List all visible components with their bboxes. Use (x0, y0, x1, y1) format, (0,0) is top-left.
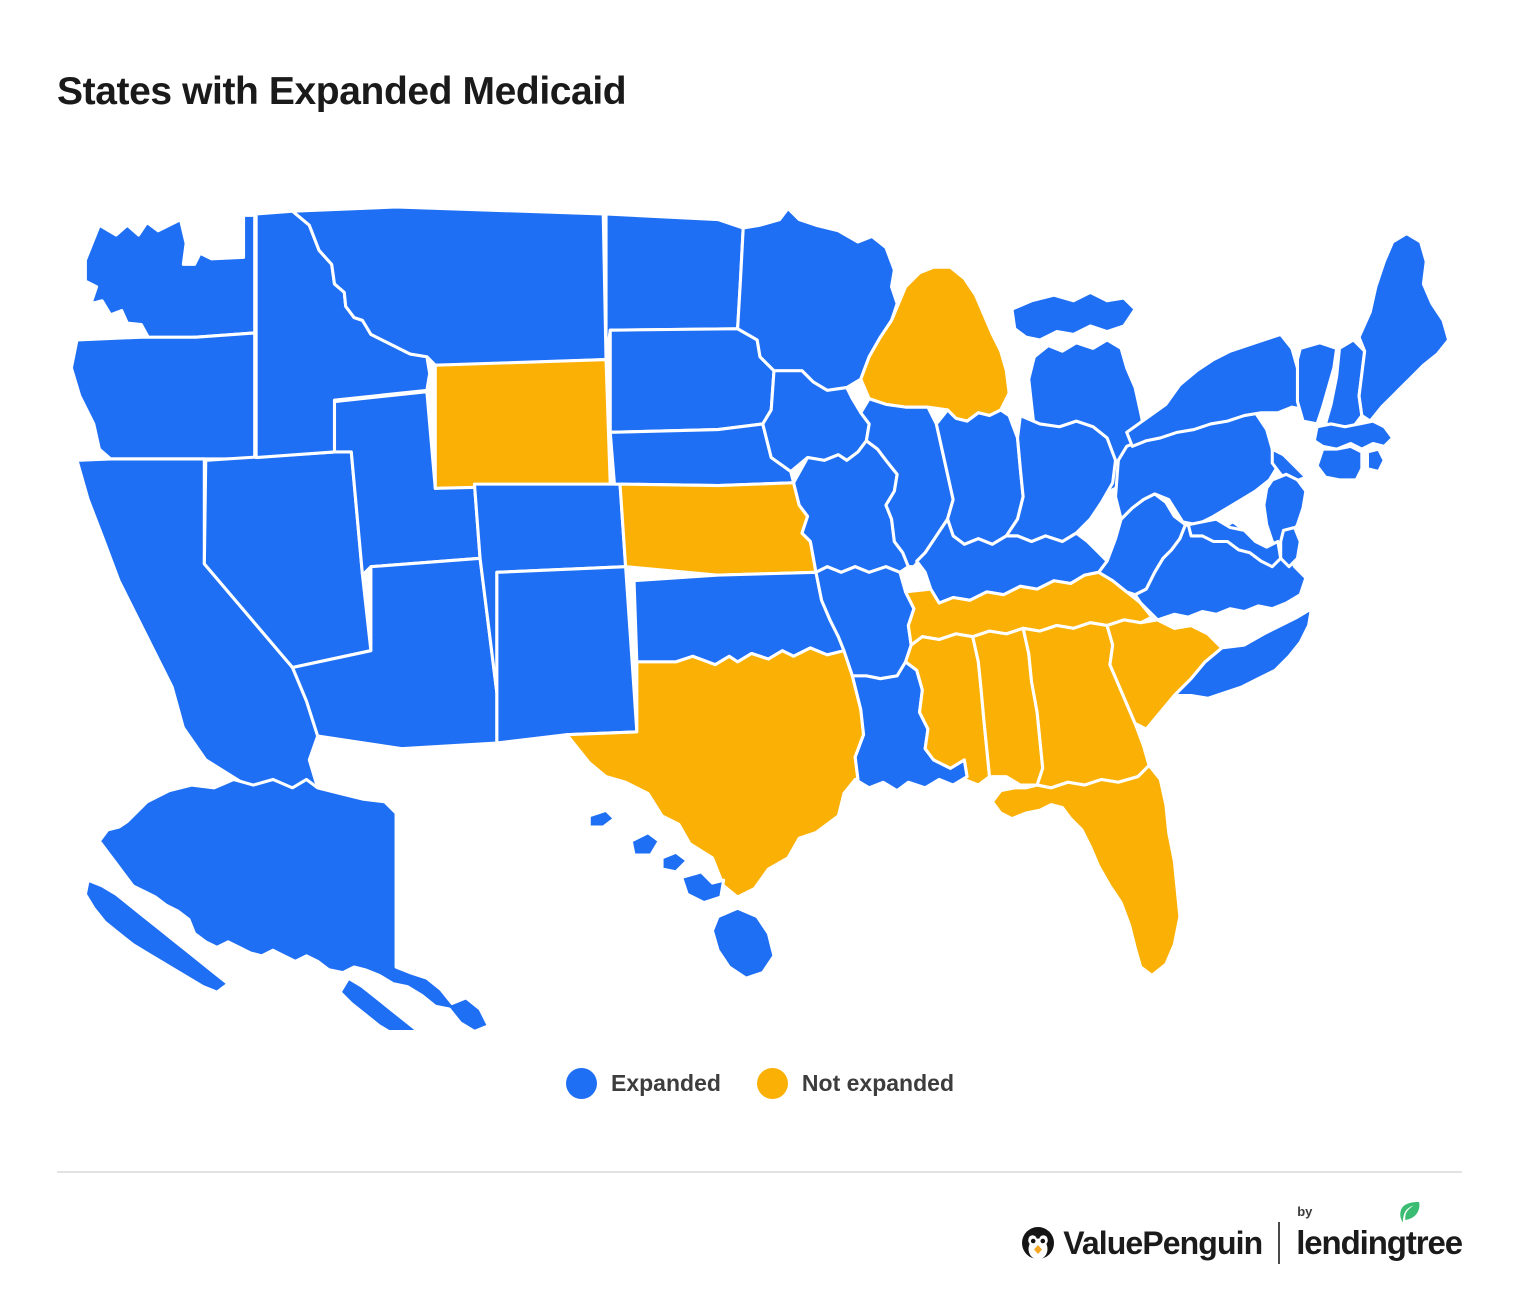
state-MA[interactable] (1312, 419, 1395, 451)
state-NM[interactable] (495, 565, 639, 745)
state-OH[interactable] (1004, 414, 1118, 544)
legend-swatch-expanded (566, 1068, 597, 1099)
state-ME[interactable] (1357, 232, 1451, 423)
state-CT[interactable] (1315, 444, 1364, 482)
lendingtree-wordmark: lendingtree (1296, 1224, 1463, 1261)
state-SD[interactable] (608, 327, 776, 434)
state-KS[interactable] (618, 481, 818, 577)
state-NE[interactable] (608, 422, 796, 488)
map-svg (69, 205, 1451, 1030)
valuepenguin-logo[interactable]: ValuePenguin (1021, 1224, 1263, 1262)
valuepenguin-wordmark: ValuePenguin (1063, 1224, 1263, 1261)
footer-divider (57, 1171, 1462, 1173)
us-choropleth-map (60, 200, 1460, 1030)
state-RI[interactable] (1365, 447, 1386, 474)
legend-item-expanded[interactable]: Expanded (566, 1068, 721, 1099)
by-label: by (1297, 1204, 1313, 1219)
state-FL[interactable] (990, 763, 1182, 977)
state-DE[interactable] (1279, 525, 1302, 569)
state-GA[interactable] (1021, 621, 1151, 790)
legend-label-not-expanded: Not expanded (801, 1070, 954, 1096)
legend-item-not-expanded[interactable]: Not expanded (756, 1068, 954, 1099)
leaf-icon (1397, 1200, 1422, 1225)
penguin-icon (1021, 1226, 1055, 1260)
lendingtree-logo[interactable]: by lendingtree (1296, 1201, 1463, 1262)
page-title: States with Expanded Medicaid (57, 70, 627, 113)
state-MS[interactable] (904, 632, 992, 787)
state-AK[interactable] (83, 777, 491, 1030)
state-NC[interactable] (1139, 601, 1314, 700)
footer-branding: ValuePenguin by lendingtree (1021, 1201, 1463, 1274)
state-VT[interactable] (1295, 341, 1339, 426)
legend-label-expanded: Expanded (611, 1070, 721, 1096)
state-MT[interactable] (290, 205, 608, 367)
state-WA[interactable] (83, 213, 257, 342)
state-OR[interactable] (69, 331, 257, 461)
state-shapes (69, 205, 1451, 1030)
state-WI[interactable] (859, 265, 1011, 423)
state-HI[interactable] (587, 808, 776, 980)
map-legend: Expanded Not expanded (0, 1068, 1520, 1099)
state-MD[interactable] (1186, 517, 1283, 569)
state-WY[interactable] (433, 358, 612, 490)
legend-swatch-not-expanded (756, 1068, 788, 1099)
brand-divider (1278, 1222, 1281, 1264)
